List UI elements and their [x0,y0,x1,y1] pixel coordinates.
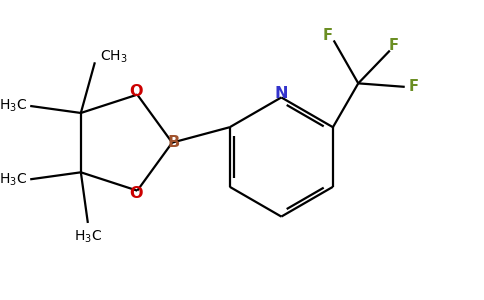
Text: F: F [323,28,333,43]
Text: O: O [129,186,143,201]
Text: F: F [408,80,418,94]
Text: O: O [129,84,143,99]
Text: H$_3$C: H$_3$C [0,98,27,114]
Text: B: B [167,135,180,150]
Text: N: N [274,86,288,101]
Text: H$_3$C: H$_3$C [0,171,27,188]
Text: F: F [388,38,398,53]
Text: H$_3$C: H$_3$C [74,229,102,245]
Text: CH$_3$: CH$_3$ [101,49,128,65]
